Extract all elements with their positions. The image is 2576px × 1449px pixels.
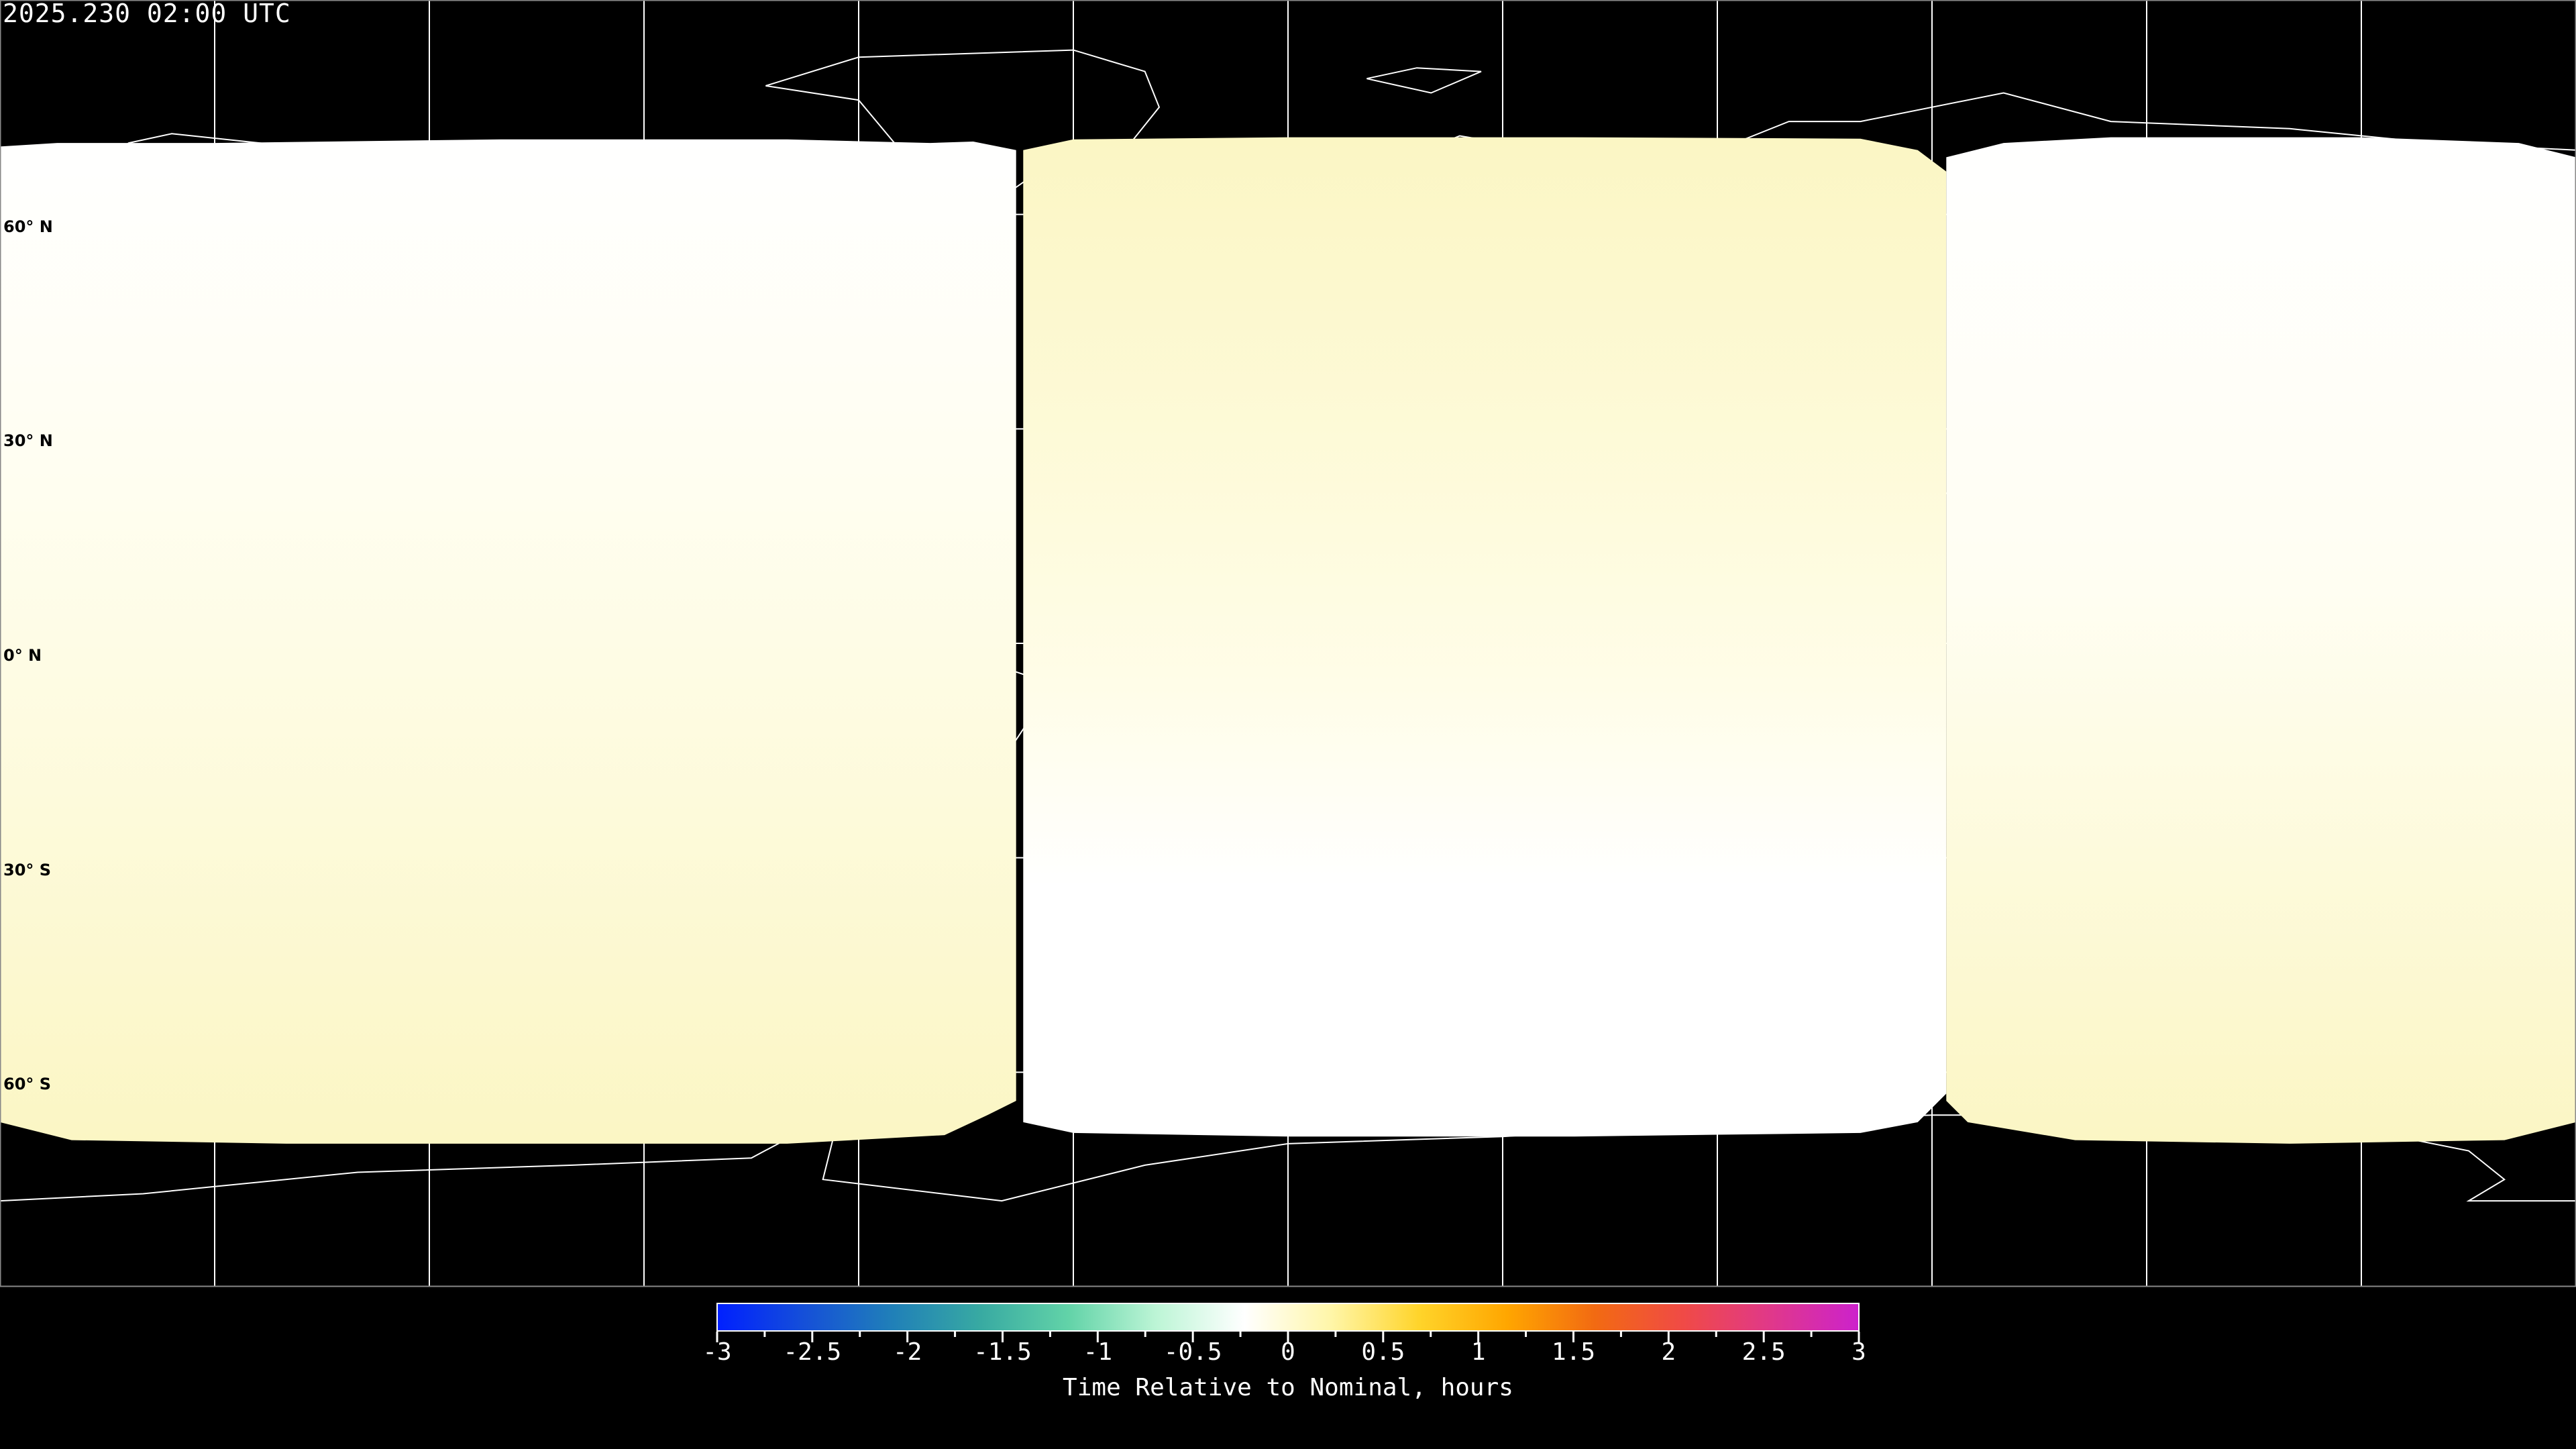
coverage-regions <box>0 137 2576 1144</box>
colorbar-label: Time Relative to Nominal, hours <box>1063 1374 1513 1401</box>
colorbar-tick-label: -2 <box>892 1338 922 1366</box>
colorbar-tick-label: -3 <box>702 1338 732 1366</box>
world-map <box>0 0 2576 1287</box>
colorbar-tick-label: 3 <box>1851 1338 1866 1366</box>
map-timestamp-title: 2025.230 02:00 UTC <box>3 0 291 28</box>
coast-svalbard <box>1366 67 1482 94</box>
latitude-label: 30° N <box>3 431 53 451</box>
latitude-label: 0° N <box>3 646 42 665</box>
colorbar-tick-label: 2 <box>1661 1338 1676 1366</box>
colorbar-tick-label: 0 <box>1281 1338 1295 1366</box>
colorbar-tick-label: -1.5 <box>973 1338 1032 1366</box>
colorbar-tick-label: 1 <box>1470 1338 1486 1366</box>
latitude-label: 30° S <box>3 860 52 879</box>
colorbar-tick-label: 1.5 <box>1551 1338 1596 1366</box>
colorbar-tick-label: -0.5 <box>1163 1338 1222 1366</box>
latitude-label: 60° S <box>3 1075 52 1094</box>
latitude-label: 60° N <box>3 217 53 236</box>
colorbar-tick-label: 0.5 <box>1361 1338 1405 1366</box>
coverage-region-west <box>0 139 1016 1144</box>
coverage-region-central <box>1023 137 1947 1137</box>
colorbar-gradient <box>716 1303 1860 1332</box>
colorbar-tick-label: -2.5 <box>783 1338 842 1366</box>
colorbar-tick-label: 2.5 <box>1741 1338 1786 1366</box>
colorbar-tick-label: -1 <box>1083 1338 1113 1366</box>
coverage-region-east <box>1946 137 2576 1144</box>
